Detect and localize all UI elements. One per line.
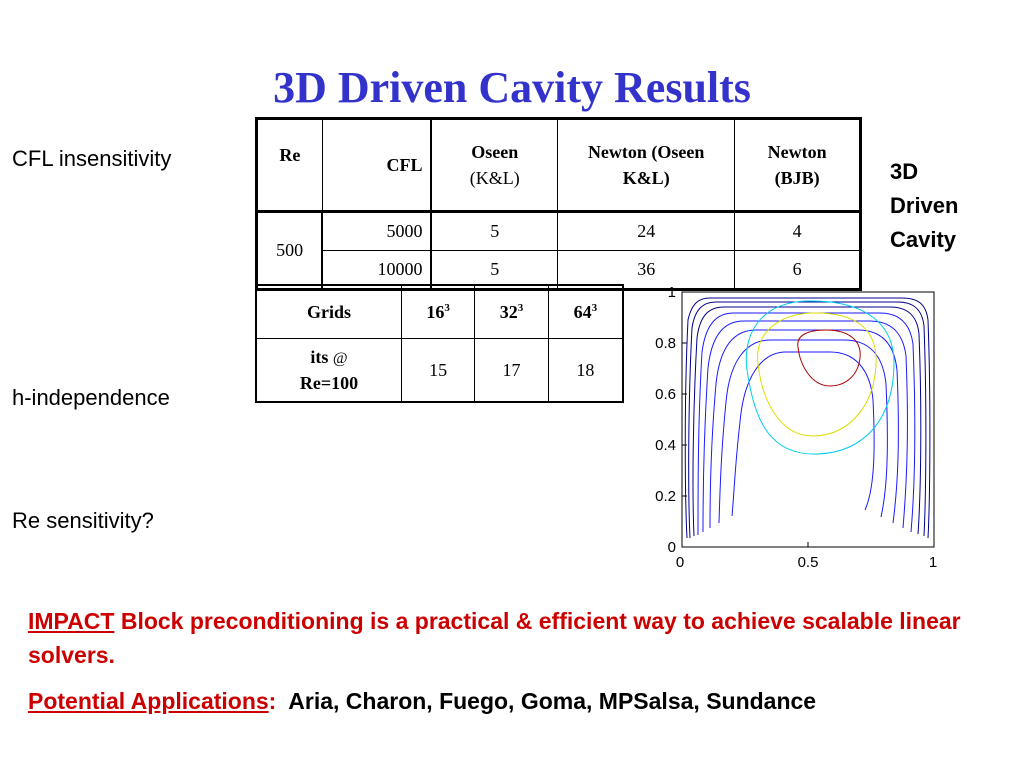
newton-oseen-cell: 24 <box>557 211 736 251</box>
its-value-cell: 15 <box>400 338 476 403</box>
header-grids: Grids <box>255 284 402 339</box>
its-label-cell: its @ Re=100 <box>255 338 402 403</box>
y-tick-label: 0.2 <box>655 488 676 505</box>
cfl-insensitivity-label: CFL insensitivity <box>12 146 172 171</box>
y-tick-label: 0.4 <box>655 437 676 454</box>
header-grid-32: 323 <box>474 284 549 339</box>
contour-line-blue-2 <box>702 320 908 533</box>
caption-line-3: Cavity <box>890 227 957 252</box>
contour-line-outer-1 <box>684 297 931 539</box>
impact-text: Block preconditioning is a practical & e… <box>28 608 961 668</box>
contour-line-outer-3 <box>692 306 922 537</box>
table-row: 500 5000 5 24 4 <box>256 211 861 290</box>
newton-oseen-cell: 36 <box>557 250 736 290</box>
its-at: @ <box>332 350 348 367</box>
header-oseen-line1: Oseen <box>471 142 519 162</box>
applications-list: Aria, Charon, Fuego, Goma, MPSalsa, Sund… <box>276 688 817 714</box>
newton-cell: 4 <box>734 211 861 251</box>
table-row: its @ Re=100 15 17 18 <box>255 338 624 403</box>
table-header-row: Re CFL Oseen (K&L) Newton (Oseen K&L) Ne… <box>256 118 861 213</box>
caption-line-2: Driven <box>890 193 959 218</box>
y-tick-label: 1 <box>668 284 676 301</box>
its-value-cell: 18 <box>547 338 624 403</box>
cfl-cell: 10000 <box>321 250 433 290</box>
header-oseen-line2: (K&L) <box>469 168 520 188</box>
newton-cell: 6 <box>734 250 861 290</box>
oseen-cell: 5 <box>430 250 559 290</box>
table-header-row: Grids 163 323 643 <box>255 284 624 339</box>
slide-title: 3D Driven Cavity Results <box>273 63 751 112</box>
header-newton-line2: (BJB) <box>774 168 820 188</box>
x-tick-label: 0.5 <box>798 554 819 571</box>
table-row: 10000 5 36 6 <box>257 250 861 290</box>
applications-statement: Potential Applications: Aria, Charon, Fu… <box>28 688 1018 715</box>
applications-label: Potential Applications <box>28 688 269 714</box>
cfl-table: Re CFL Oseen (K&L) Newton (Oseen K&L) Ne… <box>255 117 862 291</box>
re-value-cell: 500 <box>256 211 324 290</box>
grid-base: 16 <box>426 301 445 322</box>
h-independence-label: h-independence <box>12 385 170 410</box>
its-label-line2: Re=100 <box>299 373 359 393</box>
its-value-cell: 17 <box>474 338 549 403</box>
contour-line-blue-1 <box>697 312 916 536</box>
header-newton-oseen-line1: Newton (Oseen <box>587 142 705 162</box>
grid-base: 64 <box>573 301 592 322</box>
contour-line-outer-2 <box>688 301 927 539</box>
header-newton-oseen-line2: K&L) <box>622 168 670 188</box>
contour-line-cyan <box>745 300 895 455</box>
y-axis-ticks: 1 0.8 0.6 0.4 0.2 0 <box>655 284 687 556</box>
header-newton: Newton (BJB) <box>734 118 861 213</box>
x-axis-ticks: 0 0.5 1 <box>676 542 937 571</box>
impact-statement: IMPACT Block preconditioning is a practi… <box>28 604 1008 672</box>
y-tick-label: 0.8 <box>655 335 676 352</box>
y-tick-label: 0 <box>668 539 676 556</box>
caption-line-1: 3D <box>890 159 919 184</box>
driven-cavity-caption: 3D Driven Cavity <box>890 155 958 257</box>
contour-plot: 1 0.8 0.6 0.4 0.2 0 0 0.5 1 <box>655 284 937 571</box>
y-tick-label: 0.6 <box>655 386 676 403</box>
header-cfl: CFL <box>321 118 433 213</box>
header-oseen: Oseen (K&L) <box>430 118 559 213</box>
impact-label: IMPACT <box>28 608 115 634</box>
grid-exponent: 3 <box>591 301 598 314</box>
its-label-line1: its @ <box>257 345 401 371</box>
grid-table: Grids 163 323 643 its @ Re=100 15 17 18 <box>255 284 624 403</box>
contour-line-blue-3 <box>709 329 899 529</box>
header-grid-16: 163 <box>400 284 476 339</box>
grid-base: 32 <box>499 301 518 322</box>
contour-line-yellow <box>757 312 877 437</box>
header-newton-oseen: Newton (Oseen K&L) <box>557 118 736 213</box>
contour-line-blue-5 <box>731 351 875 517</box>
re-sensitivity-label: Re sensitivity? <box>12 508 154 533</box>
cfl-cell: 5000 <box>321 211 433 251</box>
header-grid-64: 643 <box>547 284 624 339</box>
header-newton-line1: Newton <box>767 142 827 162</box>
grid-exponent: 3 <box>444 301 450 314</box>
oseen-cell: 5 <box>430 211 559 251</box>
contour-line-red <box>797 329 861 387</box>
x-tick-label: 0 <box>676 554 684 571</box>
header-re: Re <box>256 118 323 213</box>
grid-exponent: 3 <box>517 301 524 314</box>
x-tick-label: 1 <box>929 554 937 571</box>
contour-lines <box>684 297 931 539</box>
its-text: its <box>310 347 329 367</box>
applications-colon: : <box>268 688 277 714</box>
contour-line-blue-4 <box>718 339 888 524</box>
